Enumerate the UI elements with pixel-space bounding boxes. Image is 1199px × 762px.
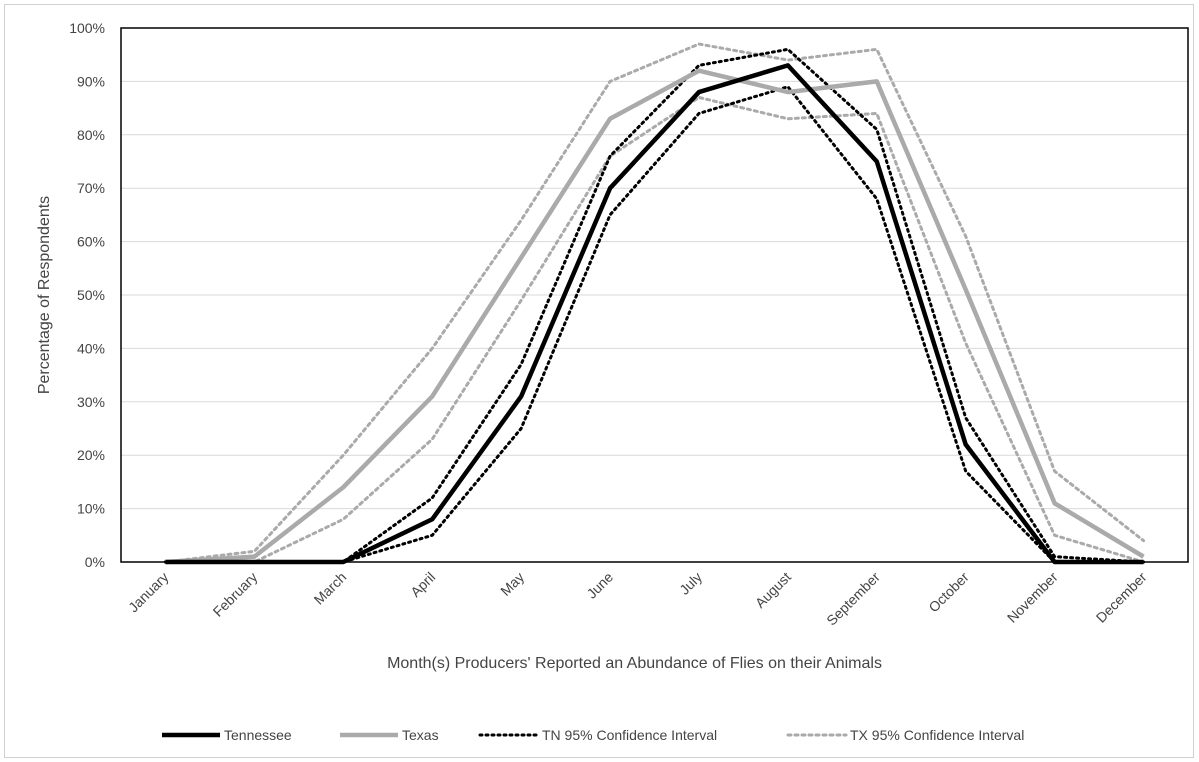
x-tick-label: August [752, 569, 794, 611]
legend-label: TN 95% Confidence Interval [542, 727, 717, 743]
x-tick-label: April [407, 569, 438, 600]
legend-item-tn-95-confidence-interval: TN 95% Confidence Interval [478, 727, 717, 743]
series-line-texas [165, 68, 1145, 565]
legend-item-tx-95-confidence-interval: TX 95% Confidence Interval [786, 727, 1024, 743]
x-tick-label: June [583, 569, 616, 602]
y-tick-label: 0% [85, 554, 105, 570]
series-line-tn-95-confidence-interval-lower [163, 85, 1146, 564]
plot-area-border [120, 27, 1189, 563]
x-axis-title: Month(s) Producers' Reported an Abundanc… [387, 655, 882, 672]
series-lines [163, 42, 1146, 565]
x-tick-labels: January February March April May June July Augu… [125, 569, 1150, 629]
x-tick-label: May [497, 569, 527, 599]
y-tick-label: 20% [77, 447, 105, 463]
x-tick-label: February [210, 569, 261, 620]
legend-item-texas: Texas [340, 727, 439, 743]
x-tick-label: January [125, 569, 172, 616]
legend-label: Texas [402, 727, 439, 743]
legend-label: Tennessee [224, 727, 292, 743]
y-tick-label: 90% [77, 73, 105, 89]
x-tick-label: December [1093, 569, 1150, 626]
legend-item-tennessee: Tennessee [162, 727, 292, 743]
x-tick-label: November [1004, 569, 1061, 626]
x-tick-label: October [925, 569, 972, 616]
gridlines [121, 27, 1188, 563]
y-tick-label: 50% [77, 287, 105, 303]
y-tick-label: 70% [77, 180, 105, 196]
chart-frame [4, 4, 1194, 758]
x-tick-label: September [823, 569, 883, 629]
y-axis-title: Percentage of Respondents [36, 196, 53, 394]
y-tick-labels: 0% 10% 20% 30% 40% 50% 60% 70% 80% 90% 100% [69, 20, 105, 570]
y-tick-label: 10% [77, 501, 105, 517]
x-tick-label: July [676, 569, 705, 598]
x-tick-label: March [311, 569, 350, 608]
series-line-tx-95-confidence-interval [163, 42, 1146, 564]
y-tick-label: 100% [69, 20, 105, 36]
y-tick-label: 60% [77, 234, 105, 250]
series-line-tx-95-confidence-interval-lower [163, 95, 1146, 564]
legend-label: TX 95% Confidence Interval [850, 727, 1024, 743]
y-tick-label: 80% [77, 127, 105, 143]
legend: Tennessee Texas TN 95% Confidence Interval… [162, 727, 1024, 743]
y-tick-label: 40% [77, 340, 105, 356]
y-tick-label: 30% [77, 394, 105, 410]
